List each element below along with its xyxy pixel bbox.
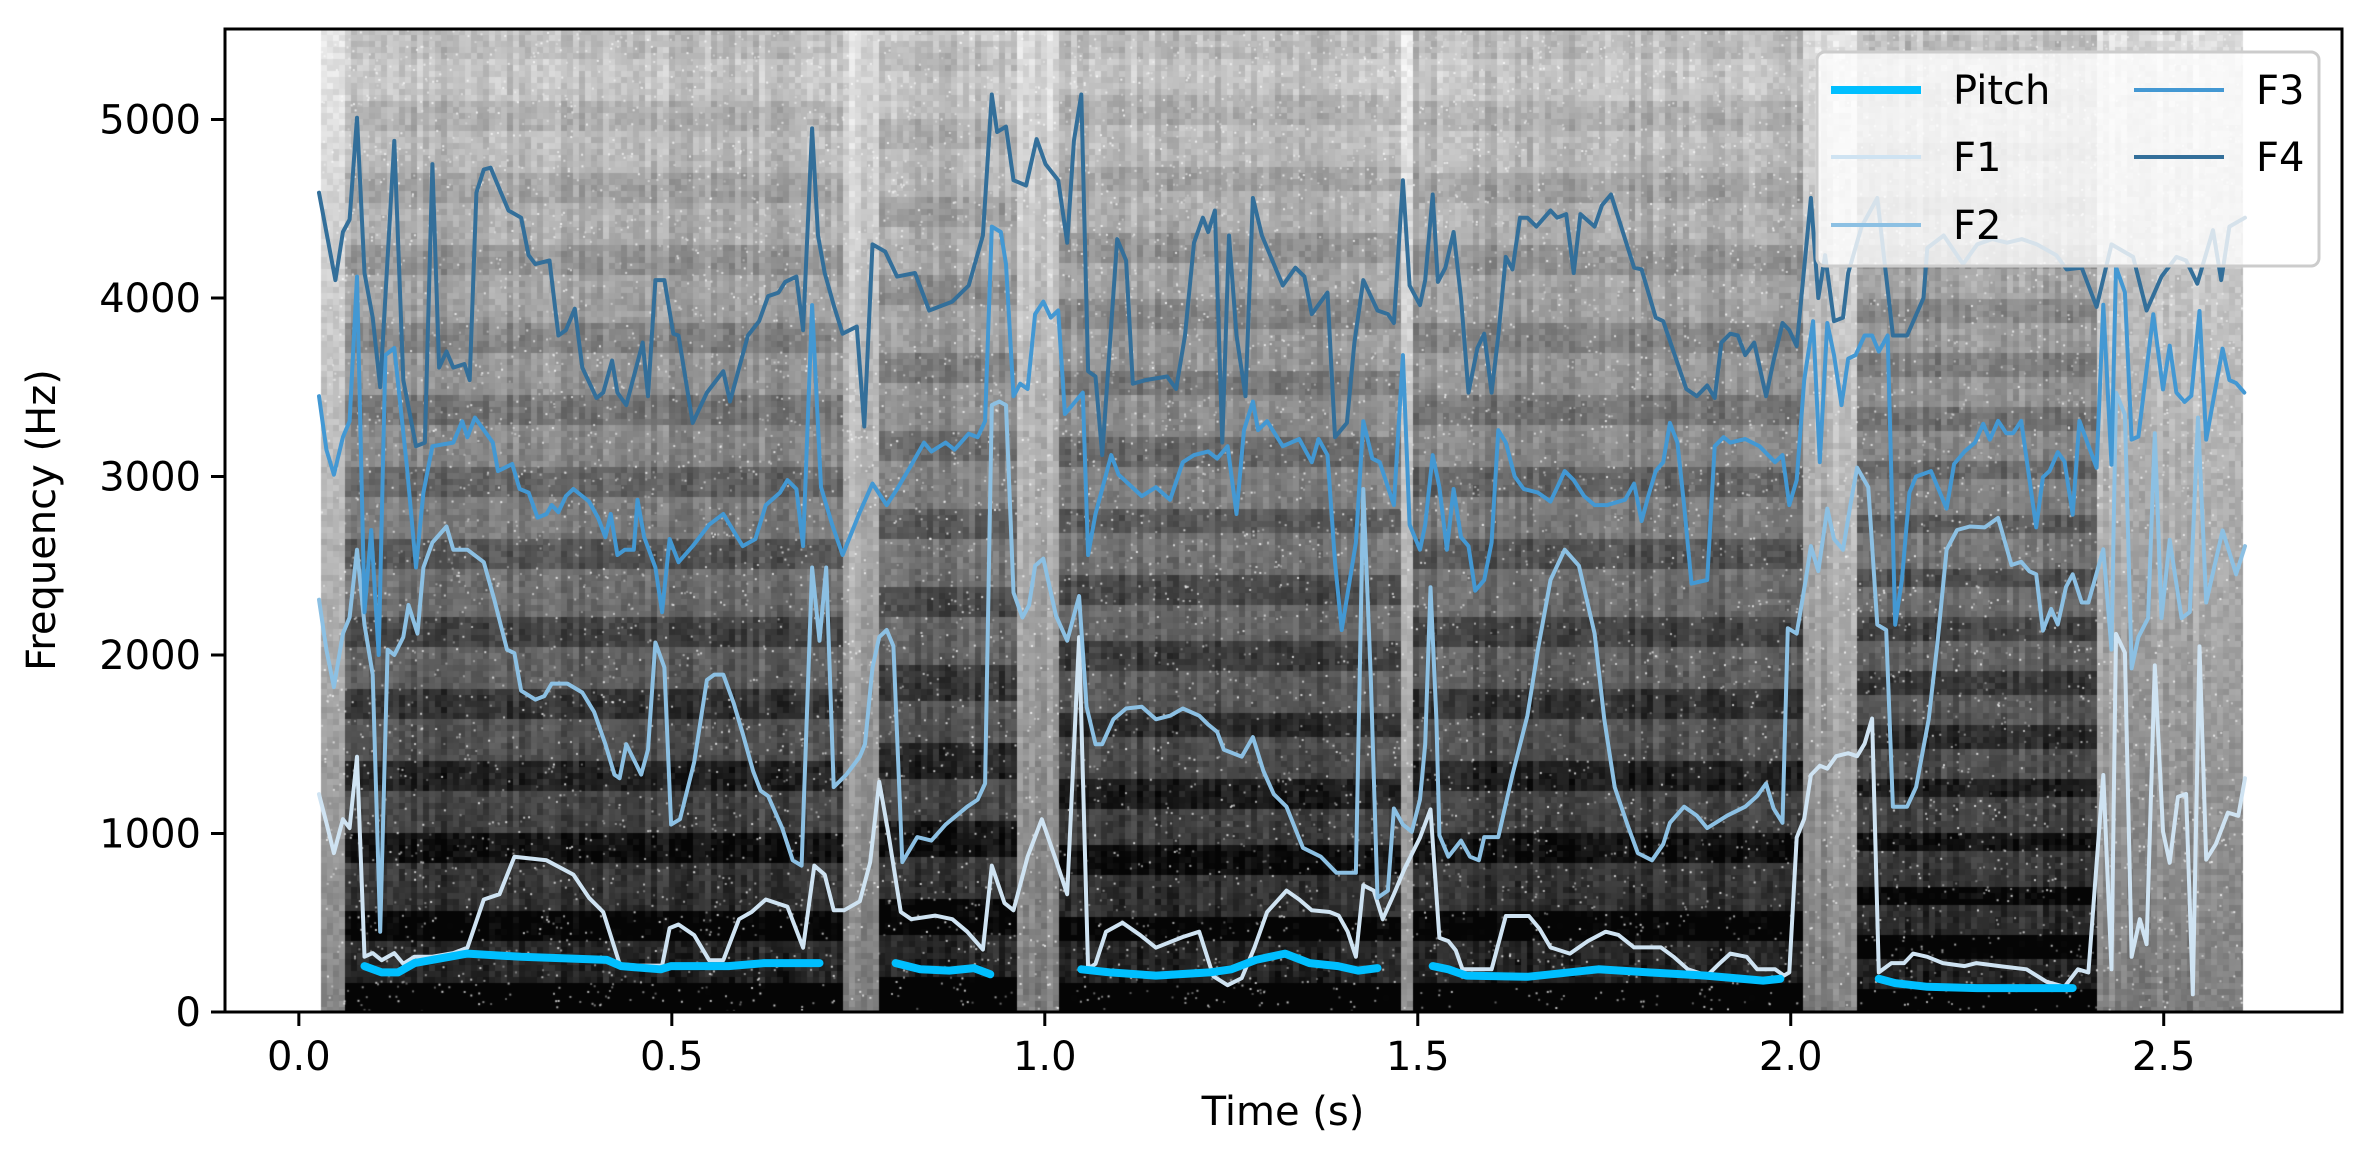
legend-label-f1: F1 (1953, 135, 2001, 181)
x-axis-label: Time (s) (1201, 1089, 1365, 1135)
x-tick-label: 1.0 (1013, 1034, 1077, 1080)
y-axis-label: Frequency (Hz) (19, 369, 65, 671)
x-tick-label: 2.5 (2132, 1034, 2196, 1080)
y-tick-label: 3000 (99, 454, 201, 500)
legend-label-f2: F2 (1953, 203, 2001, 249)
y-tick-label: 1000 (99, 811, 201, 857)
x-tick-label: 0.0 (267, 1034, 331, 1080)
series-line-pitch-segment-1 (891, 959, 995, 979)
x-tick-label: 1.5 (1386, 1034, 1450, 1080)
x-tick-label: 0.5 (640, 1034, 704, 1080)
series-line-f2 (317, 390, 2247, 934)
series-line-f1 (317, 631, 2247, 997)
legend-box (1815, 50, 2321, 268)
axis-ticks: 0.0 0.5 1.0 1.5 2.0 2.5 0 1000 2000 3000 4000 5000 (99, 97, 2195, 1080)
legend: Pitch F1 F2 F3 F4 (1815, 50, 2321, 268)
series-line-f4 (317, 92, 2247, 458)
y-tick-label: 0 (176, 990, 201, 1036)
legend-label-f4: F4 (2256, 135, 2304, 181)
y-tick-label: 4000 (99, 276, 201, 322)
series-line-pitch-segment-4 (1874, 974, 2077, 993)
legend-label-pitch: Pitch (1953, 68, 2050, 114)
series-line-pitch-segment-2 (1077, 949, 1382, 980)
x-tick-label: 2.0 (1759, 1034, 1823, 1080)
series-line-pitch-segment-3 (1428, 962, 1785, 985)
series-line-pitch-segment-0 (360, 949, 824, 977)
y-tick-label: 2000 (99, 633, 201, 679)
legend-label-f3: F3 (2256, 68, 2304, 114)
series-layer (317, 92, 2247, 997)
series-line-f3 (317, 224, 2247, 657)
y-tick-label: 5000 (99, 97, 201, 143)
plot-frame (223, 27, 2344, 1014)
